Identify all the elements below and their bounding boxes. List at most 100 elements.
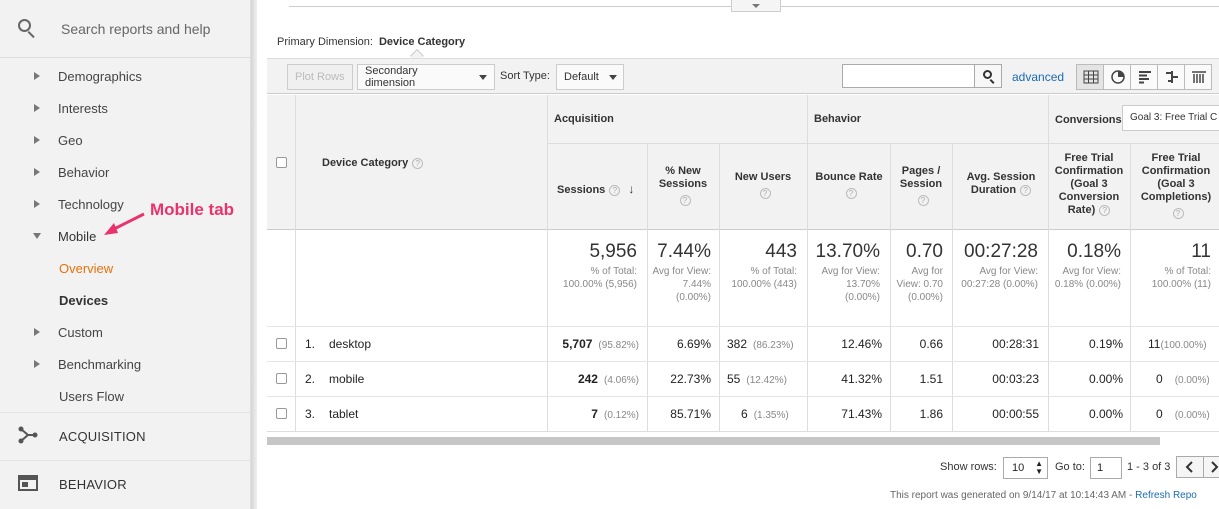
help-icon[interactable]: ? bbox=[609, 184, 621, 196]
sidebar-item-benchmarking[interactable]: Benchmarking bbox=[0, 348, 251, 380]
help-icon[interactable]: ? bbox=[1172, 208, 1184, 219]
search-icon bbox=[17, 18, 39, 40]
column-header-device-category[interactable]: Device Category? bbox=[322, 157, 424, 170]
next-page-button[interactable] bbox=[1203, 456, 1219, 478]
group-behavior: Behavior bbox=[814, 113, 862, 125]
total-pages: 0.70 bbox=[906, 241, 943, 262]
sidebar-item-label: Geo bbox=[58, 132, 83, 148]
help-icon[interactable]: ? bbox=[679, 195, 691, 206]
sidebar-item-geo[interactable]: Geo bbox=[0, 124, 251, 156]
sidebar: Search reports and help Demographics Int… bbox=[0, 0, 251, 509]
column-header-avg-duration[interactable]: Avg. Session Duration? bbox=[957, 171, 1045, 197]
row-checkbox[interactable] bbox=[276, 338, 287, 349]
refresh-report-link[interactable]: Refresh Repo bbox=[1135, 490, 1197, 501]
table-search-button[interactable] bbox=[974, 64, 1002, 88]
sidebar-item-users-flow[interactable]: Users Flow bbox=[0, 380, 251, 412]
column-header-pages-session[interactable]: Pages / Session? bbox=[893, 165, 949, 206]
pie-view-icon[interactable] bbox=[1103, 64, 1131, 90]
row-dimension-link[interactable]: desktop bbox=[329, 337, 372, 351]
sidebar-item-devices[interactable]: Devices bbox=[0, 284, 251, 316]
plot-rows-button[interactable]: Plot Rows bbox=[287, 64, 353, 90]
horizontal-scrollbar[interactable] bbox=[267, 437, 1160, 445]
collapse-tab[interactable] bbox=[731, 0, 781, 12]
goto-label: Go to: bbox=[1055, 461, 1085, 473]
section-label: BEHAVIOR bbox=[59, 477, 127, 492]
sort-type-dropdown[interactable]: Default bbox=[556, 64, 624, 90]
prev-page-button[interactable] bbox=[1176, 456, 1204, 478]
cell-new-users: 6 bbox=[741, 407, 748, 421]
total-conversion-rate: 0.18% bbox=[1067, 241, 1121, 262]
column-header-conversion-rate[interactable]: Free Trial Confirmation (Goal 3 Conversi… bbox=[1051, 152, 1127, 217]
column-header-new-sessions[interactable]: % New Sessions? bbox=[650, 165, 716, 206]
row-dimension-link[interactable]: mobile bbox=[329, 372, 365, 386]
view-switcher bbox=[1076, 64, 1212, 90]
sidebar-item-label: Demographics bbox=[58, 68, 142, 84]
search-icon bbox=[983, 70, 992, 79]
help-icon[interactable]: ? bbox=[845, 188, 857, 199]
annotation-label: Mobile tab bbox=[150, 200, 235, 219]
column-header-sessions[interactable]: Sessions? ↓ bbox=[550, 183, 645, 197]
help-icon[interactable]: ? bbox=[759, 188, 771, 199]
sidebar-item-label: Devices bbox=[59, 292, 109, 308]
sidebar-item-label: Custom bbox=[58, 324, 103, 340]
cell-sessions: 7 bbox=[591, 407, 598, 421]
cell-completions: 11 bbox=[1148, 337, 1161, 351]
sidebar-item-behavior[interactable]: Behavior bbox=[0, 156, 251, 188]
table-row[interactable]: 3. tablet 7 (0.12%) 85.71% 6 (1.35%) 71.43… bbox=[267, 396, 1219, 431]
table-row[interactable]: 2. mobile 242 (4.06%) 22.73% 55 (12.42%) 4… bbox=[267, 361, 1219, 396]
help-icon[interactable]: ? bbox=[1020, 184, 1032, 196]
goto-input[interactable]: 1 bbox=[1090, 457, 1122, 479]
cell-pages: 1.51 bbox=[919, 372, 943, 386]
annotation-arrow-icon bbox=[104, 212, 145, 235]
cell-duration: 00:28:31 bbox=[992, 337, 1039, 351]
row-dimension-link[interactable]: tablet bbox=[329, 407, 359, 421]
sidebar-item-mobile[interactable]: Mobile bbox=[0, 220, 251, 252]
pivot-view-icon[interactable] bbox=[1184, 64, 1212, 90]
sidebar-item-overview[interactable]: Overview bbox=[0, 252, 251, 284]
cell-completions: 0 bbox=[1156, 407, 1163, 421]
primary-dimension-value[interactable]: Device Category bbox=[378, 36, 466, 48]
cell-conversion-rate: 0.00% bbox=[1088, 372, 1123, 386]
row-checkbox[interactable] bbox=[276, 408, 287, 419]
performance-view-icon[interactable] bbox=[1130, 64, 1158, 90]
column-header-label: Pages / Session bbox=[899, 165, 943, 190]
select-all-checkbox[interactable] bbox=[276, 157, 287, 168]
help-icon[interactable]: ? bbox=[917, 195, 929, 206]
sidebar-section-acquisition[interactable]: ACQUISITION bbox=[0, 412, 251, 460]
column-header-bounce-rate[interactable]: Bounce Rate? bbox=[810, 171, 888, 199]
secondary-dimension-dropdown[interactable]: Secondary dimension bbox=[357, 64, 495, 90]
sidebar-item-demographics[interactable]: Demographics bbox=[0, 60, 251, 92]
sidebar-item-custom[interactable]: Custom bbox=[0, 316, 251, 348]
sidebar-section-behavior[interactable]: BEHAVIOR bbox=[0, 460, 251, 508]
goal-select[interactable]: Goal 3: Free Trial C bbox=[1122, 105, 1219, 131]
stepper-icon: ▲ ▼ bbox=[1035, 459, 1043, 476]
table-filter-input[interactable] bbox=[842, 64, 975, 88]
cell-sessions-pct: (0.12%) bbox=[603, 410, 639, 421]
search-placeholder[interactable]: Search reports and help bbox=[61, 20, 211, 37]
chevron-down-icon bbox=[752, 4, 760, 8]
table-row[interactable]: 1. desktop 5,707 (95.82%) 6.69% 382 (86.23… bbox=[267, 326, 1219, 361]
advanced-link[interactable]: advanced bbox=[1012, 70, 1065, 84]
behavior-icon bbox=[18, 475, 38, 494]
help-icon[interactable]: ? bbox=[412, 157, 424, 169]
sidebar-shadow bbox=[251, 0, 257, 509]
table-view-icon[interactable] bbox=[1076, 64, 1104, 90]
cell-completions-pct: (0.00%) bbox=[1174, 375, 1210, 386]
row-index: 3. bbox=[305, 407, 316, 421]
comparison-view-icon[interactable] bbox=[1157, 64, 1185, 90]
sidebar-item-technology[interactable]: Technology bbox=[0, 188, 251, 220]
divider bbox=[781, 6, 1219, 7]
total-new-users-sub: % of Total: 100.00% (443) bbox=[731, 266, 797, 290]
column-header-new-users[interactable]: New Users? bbox=[722, 171, 804, 199]
column-header-label: Avg. Session Duration bbox=[966, 171, 1036, 196]
total-conversion-rate-sub: Avg for View: 0.18% (0.00%) bbox=[1054, 266, 1121, 290]
sidebar-search[interactable]: Search reports and help bbox=[0, 0, 250, 58]
column-header-completions[interactable]: Free Trial Confirmation (Goal 3 Completi… bbox=[1133, 152, 1219, 219]
column-header-label: Free Trial Confirmation (Goal 3 Completi… bbox=[1140, 152, 1212, 203]
sidebar-item-label: Interests bbox=[58, 100, 108, 116]
row-checkbox[interactable] bbox=[276, 373, 287, 384]
help-icon[interactable]: ? bbox=[1099, 204, 1111, 216]
show-rows-select[interactable]: 10 ▲ ▼ bbox=[1003, 457, 1048, 479]
expand-arrow-icon bbox=[34, 328, 40, 336]
sidebar-item-interests[interactable]: Interests bbox=[0, 92, 251, 124]
